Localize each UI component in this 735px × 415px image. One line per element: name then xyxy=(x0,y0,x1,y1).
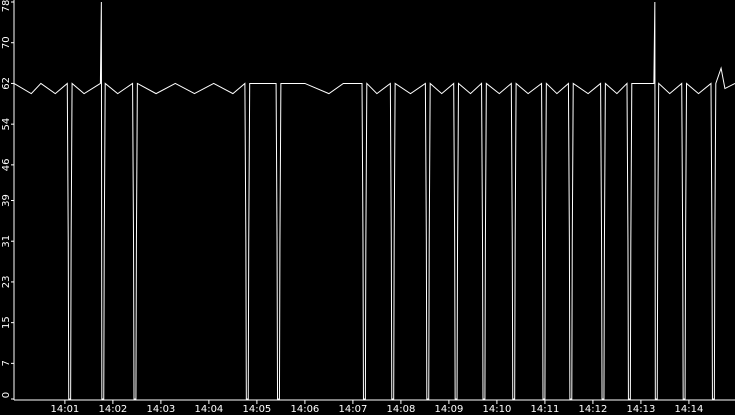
y-tick-label: 23 xyxy=(1,276,12,289)
x-tick-label: 14:01 xyxy=(50,404,79,415)
x-tick-label: 14:07 xyxy=(338,404,367,415)
x-tick-label: 14:02 xyxy=(98,404,127,415)
y-tick-label: 62 xyxy=(1,77,12,90)
x-tick-label: 14:11 xyxy=(530,404,559,415)
y-tick-label: 39 xyxy=(1,194,12,207)
y-tick-label: 7 xyxy=(1,360,12,366)
y-tick-label: 0 xyxy=(1,392,12,398)
x-tick-label: 14:10 xyxy=(482,404,511,415)
y-tick-label: 54 xyxy=(1,118,12,131)
y-tick-label: 70 xyxy=(1,36,12,49)
y-tick-label: 46 xyxy=(1,159,12,172)
x-tick-label: 14:08 xyxy=(386,404,415,415)
x-tick-label: 14:09 xyxy=(434,404,463,415)
x-tick-label: 14:12 xyxy=(578,404,607,415)
x-tick-label: 14:03 xyxy=(146,404,175,415)
x-tick-label: 14:04 xyxy=(194,404,223,415)
x-tick-label: 14:05 xyxy=(242,404,271,415)
y-tick-label: 31 xyxy=(1,235,12,248)
line xyxy=(13,1,735,400)
x-tick-label: 14:06 xyxy=(290,404,319,415)
y-tick-label: 15 xyxy=(1,316,12,329)
x-tick-label: 14:14 xyxy=(675,404,704,415)
y-tick-label: 78 xyxy=(1,0,12,12)
x-tick-label: 14:13 xyxy=(627,404,656,415)
